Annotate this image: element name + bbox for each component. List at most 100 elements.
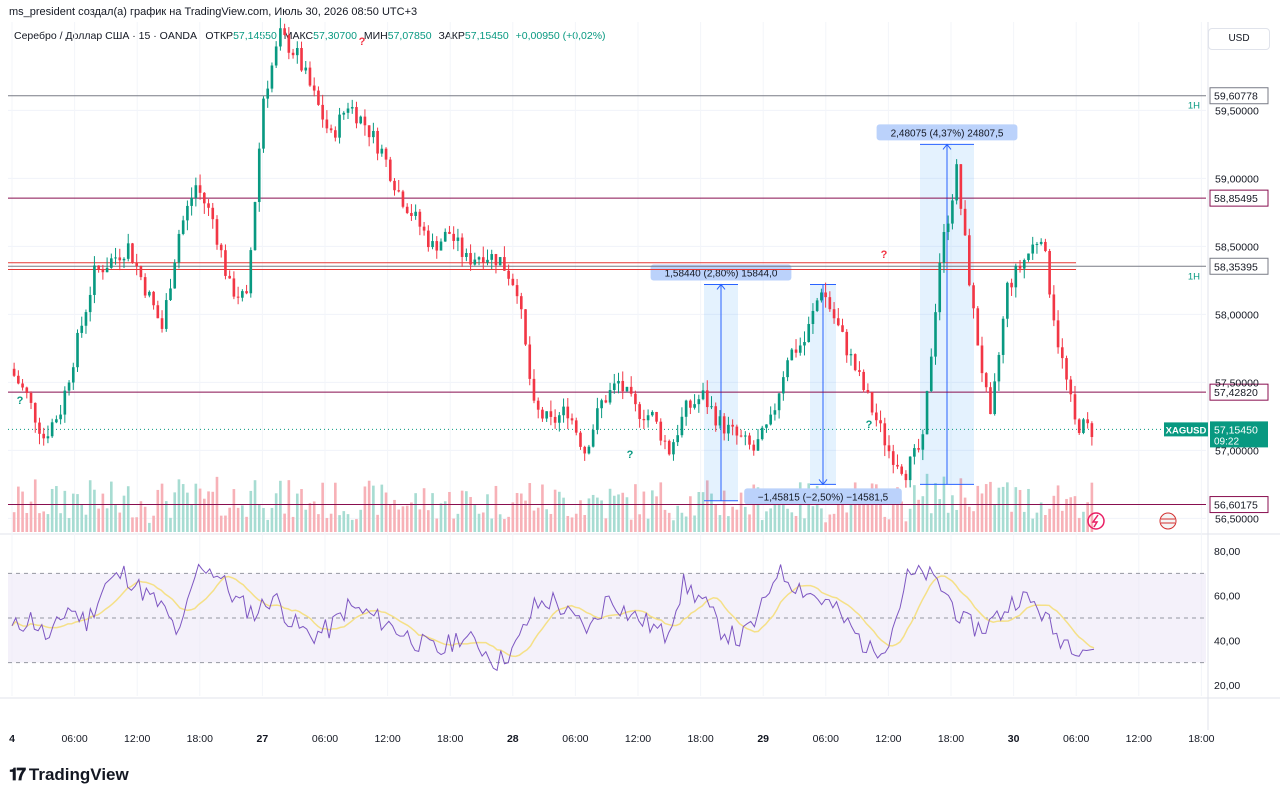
- volume-bar: [511, 502, 515, 532]
- tradingview-logo[interactable]: 𝟏𝟕 TradingView: [9, 765, 129, 785]
- candle-body: [177, 233, 181, 263]
- candle-body: [12, 368, 16, 376]
- candle-body: [503, 257, 506, 271]
- candle-body: [55, 419, 58, 423]
- volume-bar: [503, 519, 506, 532]
- rsi-tick-label: 40,00: [1214, 635, 1240, 647]
- candle-body: [777, 393, 781, 411]
- volume-bar: [887, 519, 891, 532]
- candle-body: [866, 389, 870, 393]
- candle-body: [718, 416, 722, 426]
- candle-body: [1073, 394, 1077, 420]
- candle-body: [194, 185, 198, 198]
- candle-body: [287, 34, 291, 53]
- volume-bar: [545, 509, 548, 532]
- price-tick-label: 59,00000: [1215, 173, 1259, 185]
- annotations: ?????: [17, 36, 1177, 530]
- candle-body: [270, 65, 274, 89]
- volume-bar: [63, 490, 67, 532]
- volume-bars: [12, 473, 1094, 532]
- candle-body: [634, 393, 637, 405]
- volume-bar: [980, 493, 984, 532]
- candle-body: [1060, 347, 1064, 359]
- candle-body: [769, 414, 772, 425]
- candle-body: [934, 312, 937, 357]
- volume-bar: [207, 491, 210, 532]
- volume-bar: [562, 497, 565, 532]
- time-tick-label: 18:00: [187, 733, 213, 745]
- volume-bar: [870, 483, 874, 532]
- volume-bar: [211, 491, 215, 532]
- volume-bar: [431, 493, 434, 532]
- volume-bar: [198, 488, 202, 532]
- candle-body: [566, 406, 570, 419]
- volume-bar: [938, 499, 942, 532]
- volume-bar: [152, 515, 155, 532]
- lightning-icon: [1087, 512, 1105, 530]
- candle-body: [993, 381, 996, 415]
- candle-body: [612, 383, 616, 390]
- symbol-title[interactable]: Серебро / Доллар США · 15 · OANDA: [14, 30, 197, 42]
- question-mark-icon: ?: [359, 36, 366, 48]
- candle-body: [456, 237, 460, 241]
- candle-body: [925, 391, 929, 435]
- measurement-label: 1,58440 (2,80%) 15844,0: [665, 268, 778, 279]
- volume-bar: [312, 501, 316, 532]
- price-tick-label: 56,50000: [1215, 513, 1259, 525]
- candle-body: [321, 104, 324, 120]
- volume-bar: [346, 514, 350, 532]
- volume-bar: [490, 518, 494, 532]
- candle-body: [350, 107, 354, 109]
- volume-bar: [735, 509, 739, 532]
- volume-bar: [532, 510, 536, 532]
- candle-body: [608, 389, 612, 403]
- candle-body: [689, 400, 692, 408]
- candle-body: [393, 180, 396, 191]
- level-price-tag: [1209, 87, 1269, 105]
- volume-bar: [832, 513, 836, 532]
- candle-body: [756, 439, 760, 451]
- volume-bar: [782, 497, 785, 532]
- candle-body: [946, 223, 950, 233]
- candle-body: [676, 435, 679, 443]
- candle-body: [536, 400, 540, 410]
- volume-bar: [473, 504, 477, 532]
- candle-body: [731, 424, 734, 427]
- candle-body: [562, 406, 565, 416]
- volume-bar: [891, 494, 895, 532]
- volume-bar: [536, 507, 540, 532]
- candle-body: [558, 415, 561, 423]
- chart-canvas[interactable]: 1,58440 (2,80%) 15844,0 −1,45815 (−2,50%)…: [0, 0, 1280, 760]
- volume-bar: [528, 483, 532, 532]
- volume-bar: [190, 505, 193, 532]
- measurement-arrowhead: [818, 479, 828, 486]
- volume-bar: [558, 491, 561, 532]
- volume-bar: [317, 514, 320, 532]
- candle-body: [262, 98, 265, 149]
- candle-body: [629, 386, 633, 394]
- time-tick-label: 06:00: [1063, 733, 1089, 745]
- candle-body: [1001, 318, 1005, 355]
- volume-bar: [913, 485, 916, 532]
- candle-body: [968, 235, 971, 286]
- candle-body: [832, 309, 836, 319]
- level-price-label: 58,85495: [1214, 193, 1258, 205]
- volume-bar: [456, 513, 460, 532]
- volume-bar: [249, 490, 253, 532]
- level-timeframe-tag: 1H: [1188, 271, 1200, 282]
- volume-bar: [659, 482, 663, 532]
- us-flag-icon: [1159, 512, 1177, 530]
- candle-body: [33, 402, 37, 423]
- volume-bar: [765, 511, 768, 532]
- candle-body: [1014, 265, 1018, 288]
- time-tick-label: 18:00: [938, 733, 964, 745]
- candle-body: [152, 291, 155, 306]
- time-tick-label: 29: [757, 733, 769, 745]
- candle-body: [139, 266, 143, 278]
- volume-bar: [1039, 502, 1043, 532]
- volume-bar: [731, 506, 734, 532]
- volume-bar: [811, 506, 815, 532]
- candle-body: [549, 411, 553, 417]
- candle-body: [904, 473, 908, 481]
- candle-body: [579, 432, 582, 447]
